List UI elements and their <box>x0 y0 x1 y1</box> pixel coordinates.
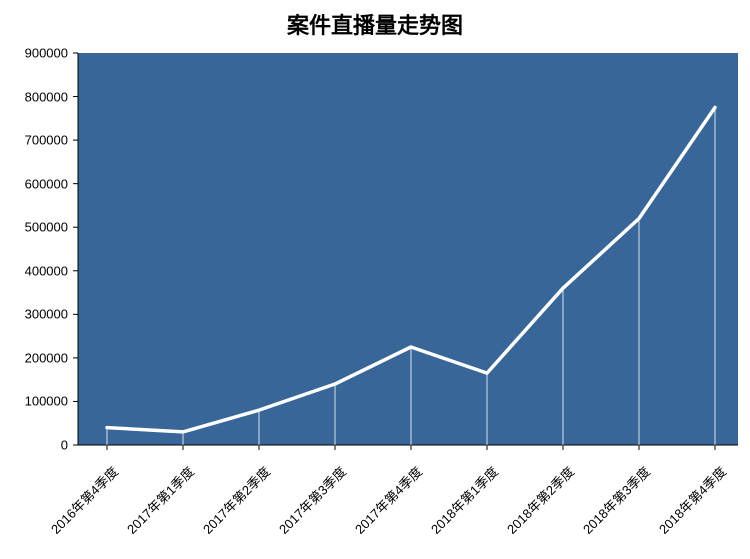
chart-container: 案件直播量走势图 0100000200000300000400000500000… <box>0 0 750 559</box>
chart-svg <box>0 0 750 559</box>
